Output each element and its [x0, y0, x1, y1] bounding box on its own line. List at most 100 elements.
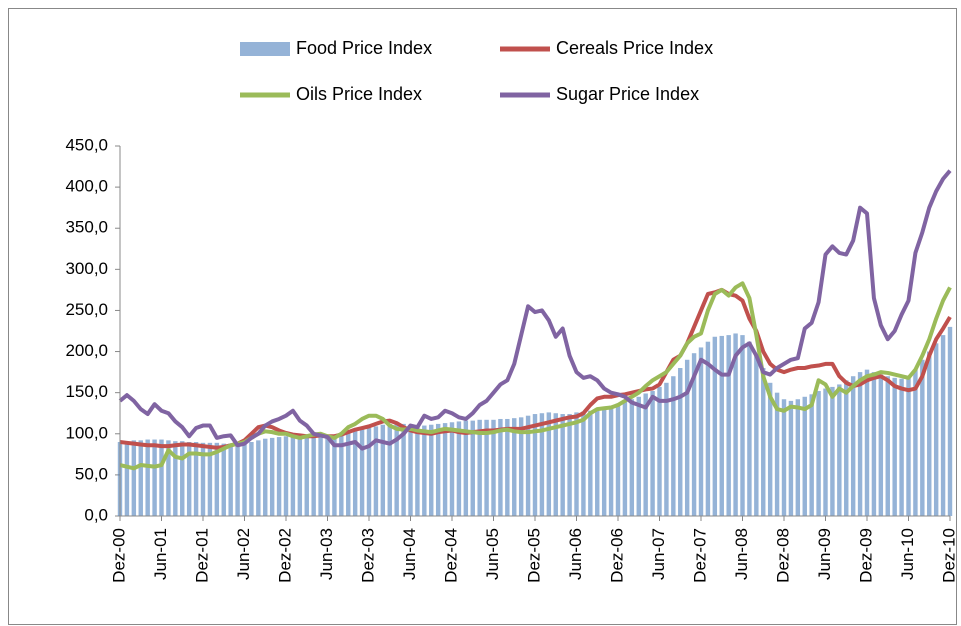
bar [200, 442, 206, 516]
y-tick-label: 50,0 [75, 464, 108, 483]
legend-label: Food Price Index [296, 38, 432, 58]
bar [664, 382, 669, 516]
bar [636, 396, 641, 516]
bar [546, 412, 552, 516]
bar [774, 392, 780, 516]
bar [816, 391, 821, 516]
legend-label: Sugar Price Index [556, 84, 699, 104]
bar [429, 424, 434, 516]
bar [387, 423, 392, 516]
bar [850, 376, 856, 516]
bar [408, 424, 413, 516]
bar [726, 335, 731, 516]
x-tick-label: Jun-10 [898, 528, 917, 580]
chart-border [8, 8, 957, 625]
y-tick-label: 150,0 [65, 382, 108, 401]
bar [913, 369, 918, 516]
bar [581, 411, 586, 516]
legend-label: Cereals Price Index [556, 38, 713, 58]
bar [366, 428, 372, 516]
x-tick-label: Jun-03 [317, 528, 336, 580]
bar [920, 359, 925, 516]
x-tick-label: Jun-04 [400, 528, 419, 580]
bar [214, 442, 220, 516]
bar [512, 418, 517, 516]
bar [415, 425, 420, 516]
bar [781, 399, 787, 516]
bar [795, 399, 801, 516]
x-tick-label: Jun-05 [483, 528, 502, 580]
bar [657, 386, 662, 516]
y-tick-label: 450,0 [65, 135, 108, 154]
bar [761, 368, 766, 516]
bar [525, 415, 531, 516]
bar [857, 372, 863, 516]
legend-label: Oils Price Index [296, 84, 422, 104]
bar [595, 409, 600, 516]
bar [747, 341, 752, 516]
bar [505, 418, 510, 516]
bar [539, 413, 545, 516]
y-tick-label: 200,0 [65, 341, 108, 360]
bar [311, 436, 316, 516]
bar [518, 417, 524, 516]
bar [567, 414, 572, 516]
bar [207, 442, 213, 516]
bar [401, 423, 406, 516]
bar [671, 376, 676, 516]
x-tick-label: Jun-07 [649, 528, 668, 580]
bar [802, 396, 807, 516]
bar [477, 419, 482, 516]
x-tick-label: Dez-10 [939, 528, 958, 583]
bar [553, 413, 558, 516]
bar [643, 393, 648, 516]
line-series [119, 287, 952, 450]
bar [422, 425, 427, 516]
bar [608, 405, 614, 516]
bar [691, 353, 697, 516]
bar [940, 335, 946, 516]
bar [864, 369, 870, 516]
bar [138, 440, 143, 516]
x-tick-label: Jun-06 [566, 528, 585, 580]
bar [145, 439, 150, 516]
x-tick-label: Dez-04 [441, 528, 460, 583]
bar [228, 443, 233, 516]
x-tick-label: Dez-07 [690, 528, 709, 583]
line-series [118, 169, 952, 451]
x-tick-label: Dez-01 [192, 528, 211, 583]
bar [712, 336, 718, 516]
bar [263, 438, 268, 516]
bar [124, 441, 130, 516]
bar [304, 436, 309, 516]
bar [588, 410, 593, 516]
bar [601, 407, 607, 516]
x-tick-label: Jun-08 [732, 528, 751, 580]
bar [173, 441, 178, 516]
bar [221, 443, 226, 516]
bar [325, 435, 330, 516]
bar [256, 440, 261, 516]
bar [885, 376, 890, 516]
bar [560, 414, 565, 516]
bar [837, 384, 842, 516]
bar [719, 335, 724, 516]
x-tick-label: Jun-02 [234, 528, 253, 580]
bar [754, 354, 759, 516]
bar [352, 430, 358, 516]
bar [484, 419, 489, 516]
y-tick-label: 0,0 [84, 505, 108, 524]
bar [947, 326, 953, 516]
bar [629, 399, 635, 516]
bar [159, 439, 164, 516]
x-tick-label: Dez-05 [524, 528, 543, 583]
bar [684, 359, 690, 516]
bar [470, 420, 475, 516]
bar [463, 420, 469, 516]
bar [705, 341, 711, 516]
bar [186, 442, 192, 516]
bar [615, 403, 621, 516]
y-tick-label: 300,0 [65, 259, 108, 278]
bar [532, 414, 538, 516]
